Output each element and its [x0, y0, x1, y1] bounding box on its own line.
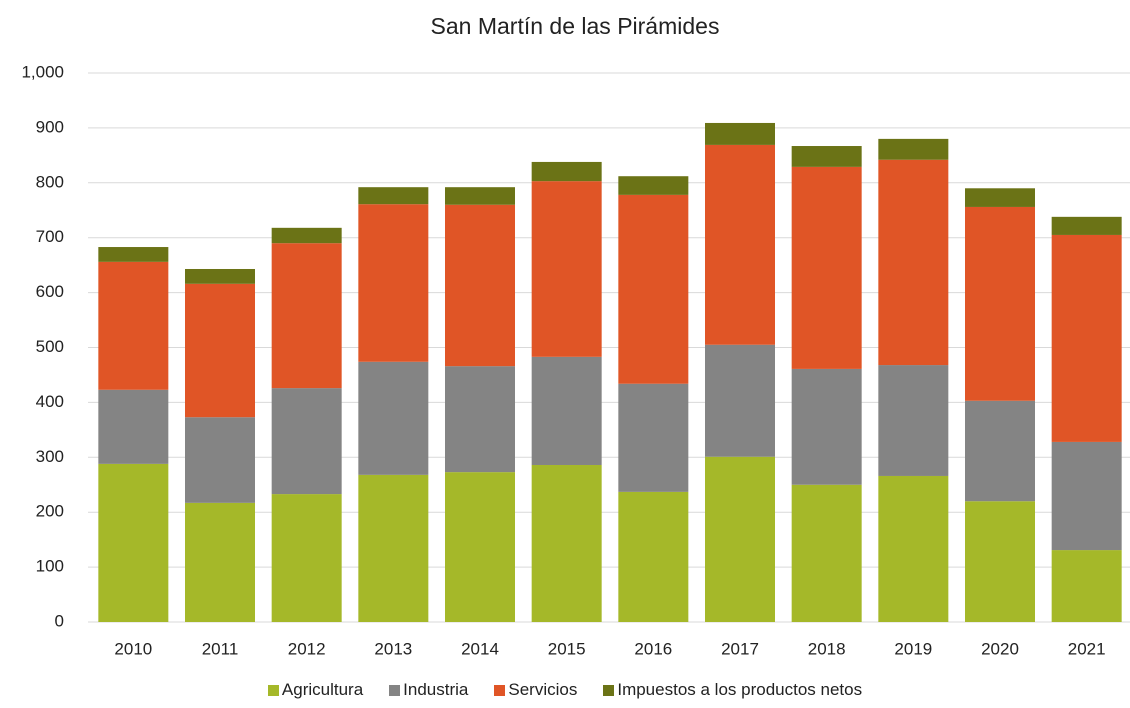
bar-segment	[445, 472, 515, 622]
bar-segment	[965, 501, 1035, 622]
chart-title: San Martín de las Pirámides	[431, 13, 720, 39]
legend-label: Agricultura	[281, 680, 364, 699]
bar-segment	[98, 463, 169, 622]
bar-segment	[358, 204, 429, 362]
bar-segment	[98, 389, 169, 464]
bar-segment	[618, 383, 689, 492]
y-tick-label: 600	[36, 282, 64, 301]
bar-segment	[705, 344, 775, 457]
bar-segment	[1051, 234, 1122, 442]
y-tick-label: 1,000	[21, 62, 64, 81]
bar-segment	[98, 261, 169, 390]
legend-label: Industria	[403, 680, 469, 699]
bar-segment	[878, 159, 949, 366]
bar-segment	[185, 417, 255, 503]
bar-segment	[791, 368, 862, 485]
bar-segment	[531, 464, 602, 622]
bar-segment	[1051, 550, 1122, 622]
bar-segment	[878, 365, 949, 476]
legend-label: Impuestos a los productos netos	[617, 680, 863, 699]
bar-segment	[705, 456, 775, 622]
legend: Agricultura Industria Servicios Impuestos a…	[0, 680, 1130, 700]
legend-swatch	[494, 684, 506, 696]
legend-swatch	[603, 684, 615, 696]
legend-item: Impuestos a los productos netos	[603, 680, 862, 700]
x-tick-label: 2017	[721, 639, 759, 658]
legend-item: Industria	[389, 680, 468, 700]
bar-segment	[531, 356, 602, 465]
y-tick-label: 800	[36, 172, 64, 191]
bar-segment	[531, 181, 602, 357]
bar-segment	[445, 187, 515, 205]
bar-segment	[965, 188, 1035, 207]
bar-segment	[791, 146, 862, 167]
bar-segment	[531, 161, 602, 182]
chart: San Martín de las Pirámides 0 100 200 300 40…	[21, 13, 1130, 658]
x-tick-label: 2018	[808, 639, 846, 658]
bar-segment	[185, 283, 255, 418]
legend-item: Agricultura	[267, 680, 364, 700]
bar-segment	[791, 484, 862, 622]
y-tick-label: 300	[36, 447, 64, 466]
bar-segment	[965, 206, 1035, 401]
bar-segment	[98, 247, 169, 262]
bar-segment	[618, 194, 689, 384]
bar-segment	[358, 361, 429, 475]
legend-label: Servicios	[508, 680, 578, 699]
bar-segment	[1051, 441, 1122, 551]
y-tick-label: 100	[36, 557, 64, 576]
bar-segment	[618, 491, 689, 622]
bar-segment	[618, 176, 689, 195]
y-tick-label: 400	[36, 392, 64, 411]
bar-segment	[791, 166, 862, 369]
bar-segment	[705, 144, 775, 345]
x-tick-label: 2021	[1068, 639, 1106, 658]
x-tick-label: 2014	[461, 639, 499, 658]
bar-segment	[185, 268, 255, 284]
legend-swatch	[389, 684, 401, 696]
y-tick-label: 500	[36, 337, 64, 356]
x-tick-label: 2020	[981, 639, 1019, 658]
bar-segment	[271, 243, 342, 389]
legend-item: Servicios	[494, 680, 577, 700]
bar-segment	[271, 494, 342, 622]
bar-segment	[358, 474, 429, 622]
x-tick-label: 2012	[288, 639, 326, 658]
bar-segment	[185, 502, 255, 622]
bar-segment	[271, 388, 342, 495]
bar-segment	[705, 122, 775, 145]
x-tick-label: 2015	[548, 639, 586, 658]
bar-segment	[358, 187, 429, 205]
bar-segment	[271, 227, 342, 244]
bar-segment	[965, 400, 1035, 502]
bar-segment	[1051, 216, 1122, 235]
bar-segment	[445, 204, 515, 367]
y-tick-label: 200	[36, 502, 64, 521]
x-tick-label: 2011	[202, 639, 239, 658]
x-tick-label: 2016	[634, 639, 672, 658]
x-tick-label: 2013	[374, 639, 412, 658]
y-tick-label: 0	[55, 611, 64, 630]
bar-segment	[878, 475, 949, 622]
bar-segment	[878, 138, 949, 160]
bar-segment	[445, 366, 515, 473]
legend-swatch	[267, 684, 279, 696]
x-tick-label: 2010	[114, 639, 152, 658]
x-tick-label: 2019	[894, 639, 932, 658]
y-tick-label: 700	[36, 227, 64, 246]
y-tick-label: 900	[36, 117, 64, 136]
